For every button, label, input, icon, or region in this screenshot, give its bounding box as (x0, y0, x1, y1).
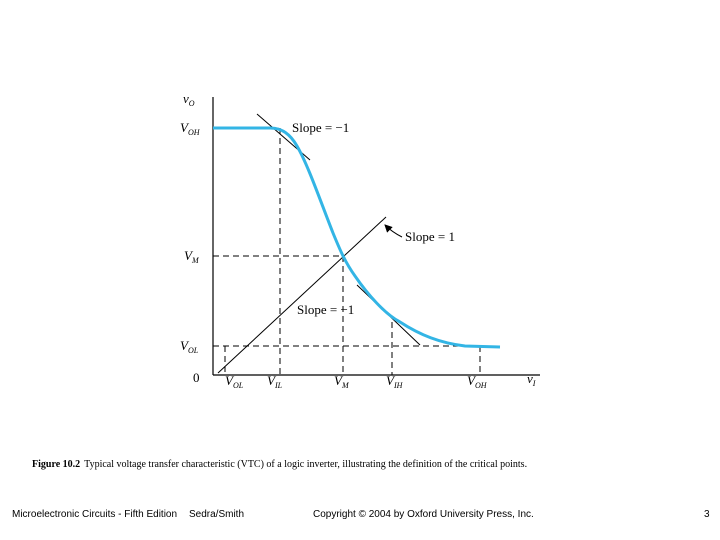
slope-label-bottom: Slope = −1 (297, 302, 354, 317)
footer-book: Microelectronic Circuits - Fifth Edition (12, 509, 178, 520)
xtick-vil: VIL (267, 373, 283, 390)
figure-caption: Figure 10.2 Typical voltage transfer char… (32, 459, 712, 470)
xtick-vm: VM (334, 373, 350, 390)
x-axis-label: vI (527, 371, 536, 388)
slope-label-unity: Slope = 1 (405, 229, 455, 244)
unity-gain-line (217, 216, 387, 374)
footer-copyright: Copyright © 2004 by Oxford University Pr… (313, 509, 534, 520)
ytick-voh: VOH (180, 120, 201, 137)
slope-label-top: Slope = −1 (292, 120, 349, 135)
xtick-voh: VOH (467, 373, 488, 390)
ytick-vm: VM (184, 248, 200, 265)
y-axis-label: vO (183, 91, 195, 108)
footer-page-number: 3 (704, 509, 710, 520)
origin-label: 0 (193, 370, 200, 385)
xtick-vol: VOL (225, 373, 244, 390)
vtc-curve (213, 126, 501, 349)
caption-text: Typical voltage transfer characteristic … (84, 459, 528, 470)
caption-label: Figure 10.2 (32, 459, 81, 470)
xtick-vih: VIH (386, 373, 404, 390)
dashed-guides (213, 128, 481, 375)
slope-arrow (384, 224, 403, 238)
footer-authors: Sedra/Smith (189, 509, 245, 520)
ytick-vol: VOL (180, 338, 199, 355)
